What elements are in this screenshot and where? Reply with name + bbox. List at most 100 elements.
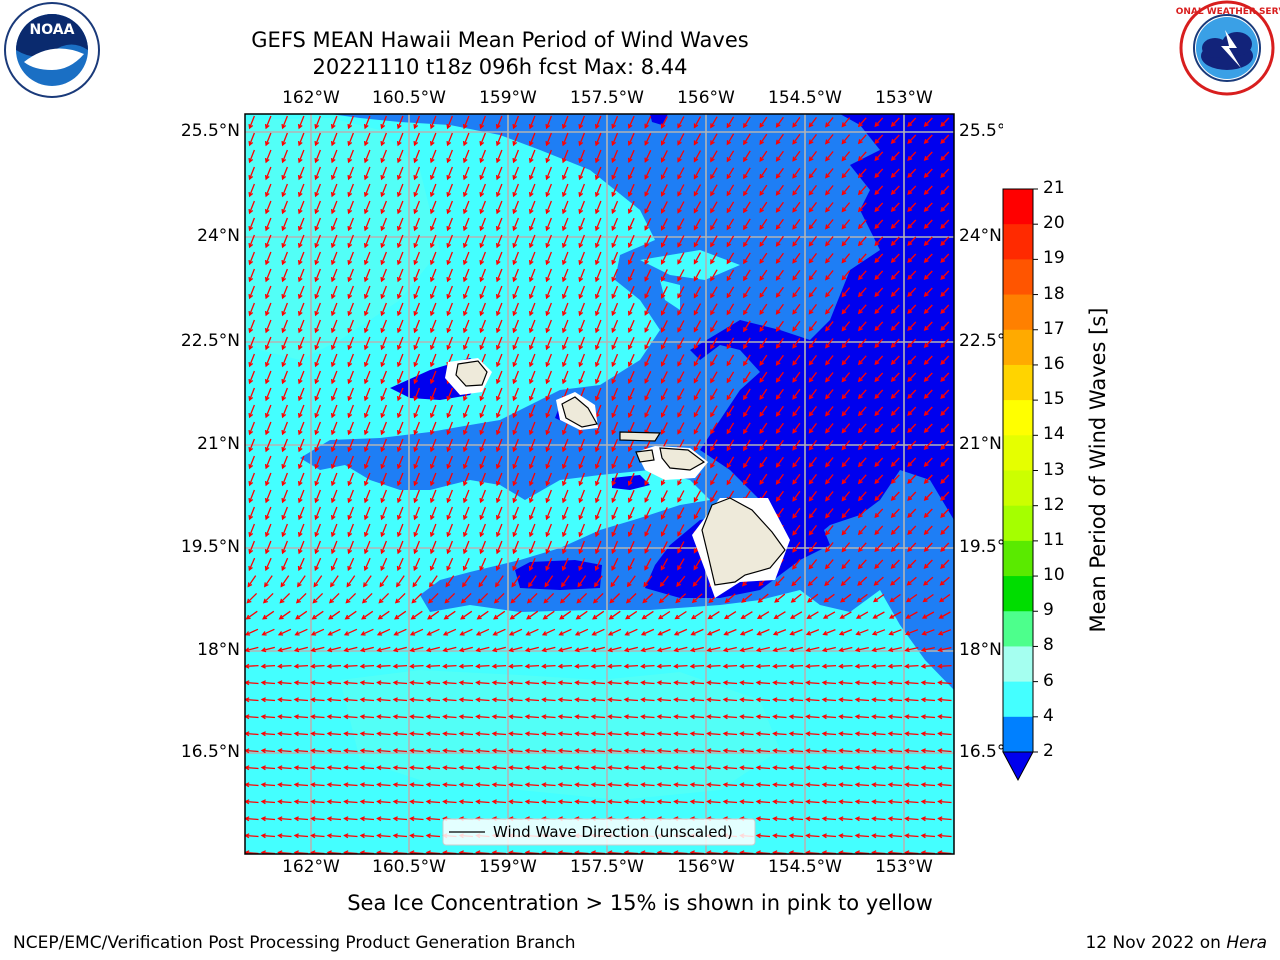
wave-arrow: [265, 557, 272, 571]
wave-arrow-head: [627, 140, 633, 147]
wave-arrow: [789, 766, 804, 770]
wave-arrow: [245, 628, 259, 636]
wave-arrow-head: [887, 748, 893, 754]
wave-arrow-head: [525, 631, 531, 636]
wave-arrow: [907, 508, 917, 518]
wave-arrow: [839, 628, 853, 636]
wave-arrow: [693, 558, 702, 570]
wave-arrow-head: [904, 697, 910, 703]
wave-arrow-head: [788, 748, 794, 754]
noaa-logo-text: NOAA: [30, 22, 75, 38]
wave-arrow: [825, 491, 834, 501]
wave-arrow-head: [346, 582, 352, 588]
wave-arrow: [562, 506, 569, 520]
wave-arrow-head: [343, 663, 349, 669]
wave-arrow-head: [623, 697, 629, 703]
wave-arrow: [940, 304, 950, 314]
wave-arrow: [529, 404, 536, 418]
wave-arrow: [822, 817, 837, 821]
wave-arrow: [938, 766, 952, 770]
wave-arrow-head: [627, 565, 633, 571]
wave-arrow-head: [528, 260, 534, 266]
wave-arrow: [776, 269, 784, 281]
wave-arrow-head: [792, 326, 797, 332]
wave-arrow: [677, 354, 685, 366]
wave-arrow: [641, 646, 655, 652]
wave-arrow-head: [330, 532, 336, 538]
wave-arrow: [397, 557, 404, 571]
wave-arrow: [364, 132, 371, 146]
wave-arrow-head: [690, 614, 697, 620]
wave-arrow: [773, 817, 787, 821]
wave-arrow: [265, 336, 272, 350]
wave-arrow: [463, 285, 470, 299]
wave-arrow-head: [248, 413, 254, 419]
wave-arrow: [608, 783, 622, 787]
wave-arrow-head: [512, 532, 518, 538]
wave-arrow: [413, 523, 421, 537]
wave-arrow: [624, 732, 639, 736]
wave-arrow: [294, 800, 309, 804]
wave-arrow-head: [871, 816, 877, 822]
wave-arrow: [759, 320, 768, 332]
wave-arrow-head: [297, 396, 303, 402]
wave-arrow: [907, 117, 917, 127]
wave-arrow-head: [545, 345, 551, 351]
wave-arrow-head: [495, 243, 501, 249]
wave-arrow-head: [920, 697, 926, 703]
wave-arrow: [261, 715, 276, 719]
wave-arrow: [839, 800, 853, 804]
wave-arrow-head: [825, 343, 830, 349]
wave-arrow: [825, 219, 834, 229]
wave-arrow: [545, 421, 553, 435]
wave-arrow: [295, 646, 308, 652]
wave-arrow-head: [330, 243, 336, 249]
wave-arrow-head: [475, 697, 481, 703]
wave-arrow-head: [890, 172, 896, 178]
wave-arrow: [595, 472, 602, 486]
wave-arrow: [611, 268, 619, 282]
wave-arrow-head: [248, 345, 254, 351]
wave-arrow: [460, 610, 473, 620]
wave-arrow-head: [297, 345, 303, 351]
lat-label-left-4: 19.5°N: [180, 537, 240, 557]
wave-arrow: [591, 715, 606, 719]
wave-arrow: [265, 540, 272, 554]
wave-arrow-head: [409, 714, 415, 720]
wave-arrow: [825, 134, 834, 144]
wave-arrow: [380, 438, 388, 452]
wave-arrow-head: [759, 360, 764, 367]
colorbar-tick-12: 12: [1043, 494, 1065, 515]
wave-arrow-head: [923, 240, 929, 246]
big-island: [701, 497, 786, 586]
wave-arrow-head: [907, 478, 913, 484]
colorbar-bin: [1003, 329, 1033, 366]
wave-arrow-head: [314, 311, 320, 317]
wave-arrow: [328, 646, 341, 652]
wave-arrow: [377, 715, 391, 719]
wave-arrow-head: [874, 411, 880, 417]
wave-arrow: [625, 646, 638, 652]
wave-arrow-head: [495, 226, 501, 232]
wave-arrow-head: [607, 765, 613, 771]
wave-arrow-head: [330, 345, 336, 351]
wave-arrow: [677, 218, 685, 230]
wave-arrow-head: [726, 327, 732, 333]
wave-arrow: [248, 557, 256, 571]
wave-arrow-head: [380, 243, 386, 249]
wave-arrow-head: [528, 243, 534, 249]
wave-arrow-head: [594, 192, 600, 198]
wave-arrow: [756, 732, 771, 736]
wave-arrow-head: [376, 647, 382, 653]
wave-arrow: [265, 489, 272, 503]
wave-arrow: [693, 235, 702, 247]
wave-arrow: [690, 698, 705, 702]
wave-arrow: [525, 681, 540, 685]
wave-arrow-head: [561, 277, 567, 283]
wave-arrow: [628, 285, 635, 299]
wave-arrow: [410, 749, 424, 753]
wave-arrow-head: [361, 614, 367, 620]
wave-arrow: [693, 184, 702, 196]
wave-arrow-head: [923, 308, 929, 314]
wave-arrow: [347, 370, 355, 384]
